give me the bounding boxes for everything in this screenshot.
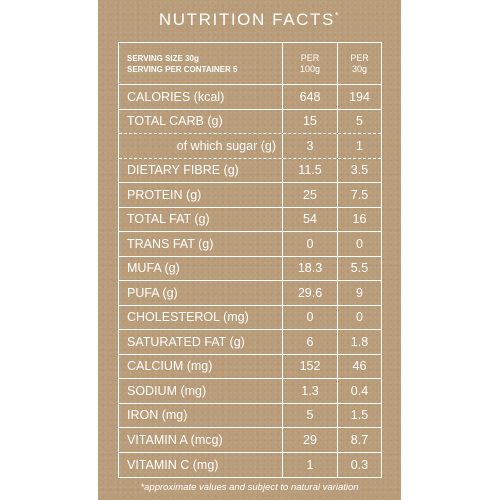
col2-top: PER <box>350 52 369 63</box>
nutrient-label: VITAMIN C (mg) <box>127 457 219 472</box>
serving-info: SERVING SIZE 30g SERVING PER CONTAINER 5 <box>119 43 282 84</box>
nutrient-label: PUFA (g) <box>127 285 178 300</box>
nutrient-label: SATURATED FAT (g) <box>127 334 245 349</box>
value-per-30g: 1.8 <box>337 330 381 354</box>
value-per-100g: 11.5 <box>282 158 337 182</box>
col-per-30g-header: PER 30g <box>337 43 381 84</box>
value-per-100g: 5 <box>282 403 337 427</box>
nutrient-label: TOTAL FAT (g) <box>127 212 210 227</box>
value-per-30g: 46 <box>337 354 381 378</box>
nutrient-row: of which sugar (g) 3 1 <box>119 134 381 159</box>
col1-bottom: 100g <box>299 63 321 74</box>
nutrient-row: TOTAL FAT (g) 54 16 <box>119 207 381 232</box>
nutrient-label: PROTEIN (g) <box>127 187 202 202</box>
nutrient-row: PROTEIN (g) 25 7.5 <box>119 183 381 208</box>
nutrient-row: IRON (mg) 5 1.5 <box>119 403 381 428</box>
col2-bottom: 30g <box>351 63 368 74</box>
nutrient-row: CALORIES (kcal) 648 194 <box>119 85 381 110</box>
nutrient-row: PUFA (g) 29.6 9 <box>119 281 381 306</box>
nutrient-label: SODIUM (mg) <box>127 383 207 398</box>
servings-per-container: SERVING PER CONTAINER 5 <box>127 64 238 74</box>
value-per-100g: 0 <box>282 232 337 256</box>
nutrient-row: TOTAL CARB (g) 15 5 <box>119 109 381 134</box>
nutrient-label: MUFA (g) <box>127 261 180 276</box>
value-per-100g: 152 <box>282 354 337 378</box>
value-per-100g: 15 <box>282 109 337 133</box>
value-per-100g: 6 <box>282 330 337 354</box>
table-header-row: SERVING SIZE 30g SERVING PER CONTAINER 5… <box>119 43 381 85</box>
value-per-30g: 194 <box>337 85 381 109</box>
value-per-30g: 5 <box>337 109 381 133</box>
nutrient-row: CALCIUM (mg) 152 46 <box>119 354 381 379</box>
value-per-30g: 7.5 <box>337 183 381 207</box>
value-per-100g: 1 <box>282 452 337 477</box>
nutrition-facts-panel: NUTRITION FACTS* SERVING SIZE 30g SERVIN… <box>98 0 401 500</box>
value-per-30g: 1.5 <box>337 403 381 427</box>
col1-top: PER <box>300 52 320 63</box>
nutrient-label: TRANS FAT (g) <box>127 236 214 251</box>
nutrient-label: IRON (mg) <box>127 408 188 423</box>
nutrient-row: VITAMIN C (mg) 1 0.3 <box>119 452 381 477</box>
value-per-100g: 18.3 <box>282 256 337 280</box>
nutrient-label: CALORIES (kcal) <box>127 89 225 104</box>
value-per-30g: 0 <box>337 232 381 256</box>
nutrient-row: SODIUM (mg) 1.3 0.4 <box>119 379 381 404</box>
nutrient-label: CALCIUM (mg) <box>127 359 213 374</box>
nutrient-row: VITAMIN A (mcg) 29 8.7 <box>119 428 381 453</box>
value-per-100g: 29 <box>282 428 337 452</box>
footnote: *approximate values and subject to natur… <box>140 482 359 493</box>
value-per-100g: 54 <box>282 207 337 231</box>
title-asterisk: * <box>334 10 341 21</box>
nutrient-row: SATURATED FAT (g) 6 1.8 <box>119 330 381 355</box>
value-per-30g: 9 <box>337 281 381 305</box>
value-per-100g: 1.3 <box>282 379 337 403</box>
value-per-100g: 25 <box>282 183 337 207</box>
value-per-30g: 3.5 <box>337 158 381 182</box>
value-per-30g: 0 <box>337 305 381 329</box>
nutrient-label: DIETARY FIBRE (g) <box>127 163 239 178</box>
serving-size: SERVING SIZE 30g <box>127 53 199 63</box>
value-per-30g: 1 <box>337 134 381 158</box>
col-per-100g-header: PER 100g <box>282 43 337 84</box>
nutrient-label: VITAMIN A (mcg) <box>127 432 223 447</box>
nutrient-label: TOTAL CARB (g) <box>127 114 223 129</box>
nutrient-label: CHOLESTEROL (mg) <box>127 310 249 325</box>
value-per-100g: 29.6 <box>282 281 337 305</box>
nutrient-row: DIETARY FIBRE (g) 11.5 3.5 <box>119 158 381 183</box>
value-per-30g: 0.4 <box>337 379 381 403</box>
value-per-100g: 0 <box>282 305 337 329</box>
value-per-30g: 5.5 <box>337 256 381 280</box>
value-per-100g: 3 <box>282 134 337 158</box>
nutrition-table: SERVING SIZE 30g SERVING PER CONTAINER 5… <box>118 42 382 478</box>
nutrient-row: MUFA (g) 18.3 5.5 <box>119 256 381 281</box>
nutrient-row: CHOLESTEROL (mg) 0 0 <box>119 305 381 330</box>
nutrition-title: NUTRITION FACTS* <box>98 10 401 30</box>
value-per-30g: 8.7 <box>337 428 381 452</box>
title-text: NUTRITION FACTS <box>158 10 335 29</box>
nutrient-label: of which sugar (g) <box>176 138 276 153</box>
value-per-30g: 16 <box>337 207 381 231</box>
nutrient-row: TRANS FAT (g) 0 0 <box>119 232 381 257</box>
value-per-30g: 0.3 <box>337 452 381 477</box>
value-per-100g: 648 <box>282 85 337 109</box>
